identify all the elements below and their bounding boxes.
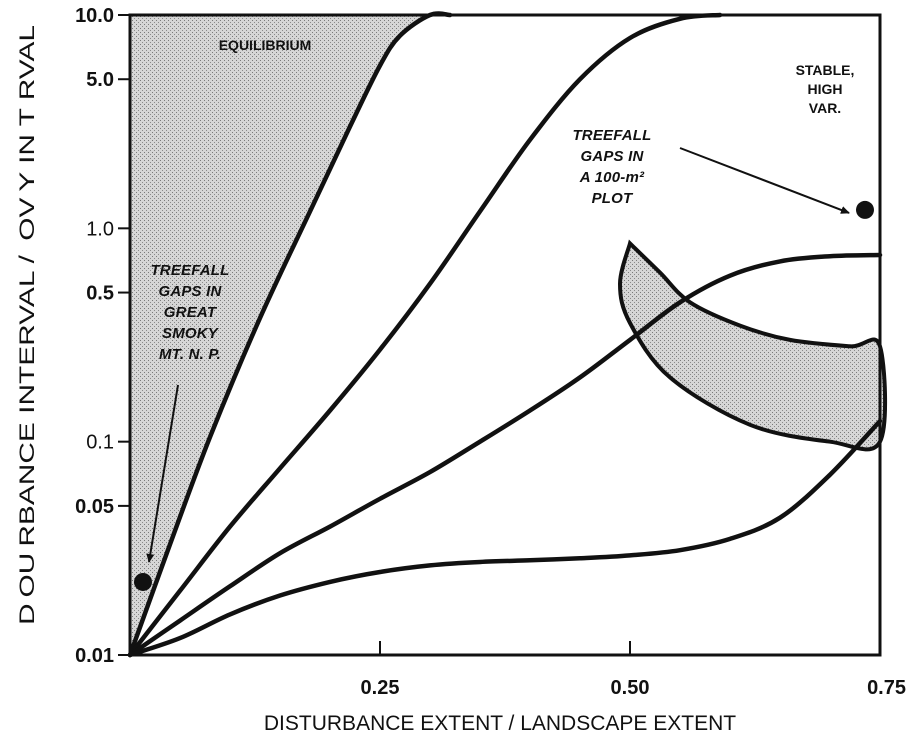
stable-high-var-label: STABLE, HIGH VAR. bbox=[796, 62, 855, 116]
annotation-line: GAPS IN bbox=[158, 283, 222, 300]
annotation-line: GAPS IN bbox=[580, 148, 644, 165]
x-tick-label: 0.75 bbox=[867, 677, 906, 699]
x-axis: 0.25 0.50 0.75 bbox=[361, 641, 906, 699]
plot100-arrow bbox=[679, 147, 850, 214]
annotation-line: PLOT bbox=[592, 190, 634, 207]
annotation-line: SMOKY bbox=[162, 325, 220, 342]
annotation-line: HIGH bbox=[808, 81, 843, 97]
annotation-line: A 100-m² bbox=[579, 169, 645, 186]
plot-100m2-point bbox=[856, 200, 874, 219]
series-2-line bbox=[127, 12, 723, 658]
y-tick-label: 10.0 bbox=[75, 5, 114, 27]
y-axis: 0.01 0.05 0.1 0.5 1.0 5.0 10.0 bbox=[75, 5, 130, 667]
x-tick-label: 0.50 bbox=[611, 677, 650, 699]
treefall-gaps-great-smoky-label: TREEFALL GAPS IN GREAT SMOKY MT. N. P. bbox=[150, 262, 229, 363]
smoky-arrow bbox=[146, 384, 179, 563]
x-axis-title: DISTURBANCE EXTENT / LANDSCAPE EXTENT bbox=[264, 712, 736, 735]
y-axis-title: D OU RBANCE INTERVAL / OV Y IN T RVAL bbox=[16, 25, 39, 625]
stable-high-var-region bbox=[617, 239, 888, 452]
annotation-line: VAR. bbox=[809, 100, 841, 116]
annotation-line: GREAT bbox=[164, 304, 218, 321]
treefall-gaps-100m2-plot-label: TREEFALL GAPS IN A 100-m² PLOT bbox=[572, 127, 651, 207]
y-tick-label: 0.01 bbox=[75, 645, 114, 667]
annotation-line: EQUILIBRIUM bbox=[219, 37, 312, 53]
plot-frame bbox=[128, 13, 882, 657]
annotation-line: TREEFALL bbox=[572, 127, 651, 144]
annotation-line: MT. N. P. bbox=[159, 346, 221, 363]
equilibrium-region bbox=[130, 13, 450, 655]
great-smoky-point bbox=[134, 572, 152, 591]
y-tick-label: 0.5 bbox=[86, 283, 114, 305]
series-3-line bbox=[127, 252, 883, 658]
y-tick-label: 1.0 bbox=[86, 218, 114, 240]
series-layer bbox=[127, 11, 883, 658]
equilibrium-label: EQUILIBRIUM bbox=[219, 37, 312, 53]
y-tick-label: 0.1 bbox=[86, 432, 114, 454]
x-tick-label: 0.25 bbox=[361, 677, 400, 699]
annotation-line: STABLE, bbox=[796, 62, 855, 78]
y-tick-label: 5.0 bbox=[86, 69, 114, 91]
series-4-line bbox=[127, 418, 883, 658]
y-tick-label: 0.05 bbox=[75, 496, 114, 518]
series-1-line bbox=[127, 11, 453, 658]
annotation-line: TREEFALL bbox=[150, 262, 229, 279]
